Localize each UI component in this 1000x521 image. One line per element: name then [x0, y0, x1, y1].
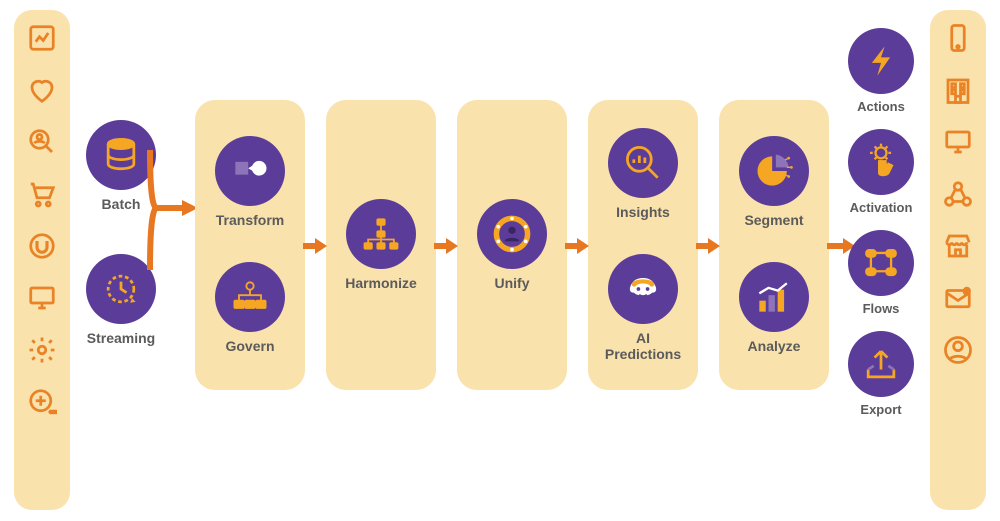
magnify-bars-icon [608, 128, 678, 198]
unify-ring-icon [477, 199, 547, 269]
ai-node: AI Predictions [605, 254, 681, 362]
stage-insights-ai: Insights AI Predictions [588, 100, 698, 390]
diagram-canvas: Batch Streaming Transform Govern [0, 0, 1000, 521]
export-up-icon [848, 331, 914, 397]
network-icon [942, 178, 974, 210]
harmonize-node: Harmonize [345, 199, 417, 291]
export-node: Export [848, 331, 914, 418]
unify-node: Unify [477, 199, 547, 291]
activation-node: Activation [848, 129, 914, 216]
transform-label: Transform [216, 212, 284, 228]
shape-convert-icon [215, 136, 285, 206]
arrow-s3-s4 [565, 236, 591, 256]
actions-node: Actions [848, 28, 914, 115]
arrow-s2-s3 [434, 236, 460, 256]
govern-node: Govern [215, 262, 285, 354]
analytics-chart-icon [26, 22, 58, 54]
gear-icon [26, 334, 58, 366]
flows-node: Flows [848, 230, 914, 317]
desktop-icon [942, 126, 974, 158]
svg-text:@: @ [964, 288, 970, 295]
destination-icon-column: @ [930, 10, 986, 510]
streaming-label: Streaming [87, 330, 155, 346]
mulesoft-icon [26, 230, 58, 262]
actions-label: Actions [857, 100, 905, 115]
insights-node: Insights [608, 128, 678, 220]
stage-harmonize: Harmonize [326, 100, 436, 390]
output-column: Actions Activation Flows Export [848, 28, 914, 418]
govern-label: Govern [225, 338, 274, 354]
analyze-node: Analyze [739, 262, 809, 354]
segment-node: Segment [739, 136, 809, 228]
unify-label: Unify [495, 275, 530, 291]
arrow-s1-s2 [303, 236, 329, 256]
activation-label: Activation [850, 201, 913, 216]
source-icon-column [14, 10, 70, 510]
stage-transform-govern: Transform Govern [195, 100, 305, 390]
harmonize-label: Harmonize [345, 275, 417, 291]
desktop-icon [26, 282, 58, 314]
einstein-icon [608, 254, 678, 324]
ai-label: AI Predictions [605, 330, 681, 362]
phone-icon [942, 22, 974, 54]
bar-trend-icon [739, 262, 809, 332]
lightning-icon [848, 28, 914, 94]
search-person-icon [26, 126, 58, 158]
segment-label: Segment [744, 212, 803, 228]
flows-label: Flows [863, 302, 900, 317]
insights-label: Insights [616, 204, 670, 220]
transform-node: Transform [215, 136, 285, 228]
analyze-label: Analyze [748, 338, 801, 354]
user-icon [942, 334, 974, 366]
pie-segment-icon [739, 136, 809, 206]
org-chart-icon [215, 262, 285, 332]
flow-nodes-icon [848, 230, 914, 296]
add-data-icon [26, 386, 58, 418]
heart-icon [26, 74, 58, 106]
cart-icon [26, 178, 58, 210]
mail-icon: @ [942, 282, 974, 314]
arrow-ingest-to-stage1 [120, 150, 200, 280]
building-icon [942, 74, 974, 106]
stage-segment-analyze: Segment Analyze [719, 100, 829, 390]
touch-gear-icon [848, 129, 914, 195]
model-graph-icon [346, 199, 416, 269]
stage-unify: Unify [457, 100, 567, 390]
export-label: Export [860, 403, 901, 418]
storefront-icon [942, 230, 974, 262]
arrow-s4-s5 [696, 236, 722, 256]
